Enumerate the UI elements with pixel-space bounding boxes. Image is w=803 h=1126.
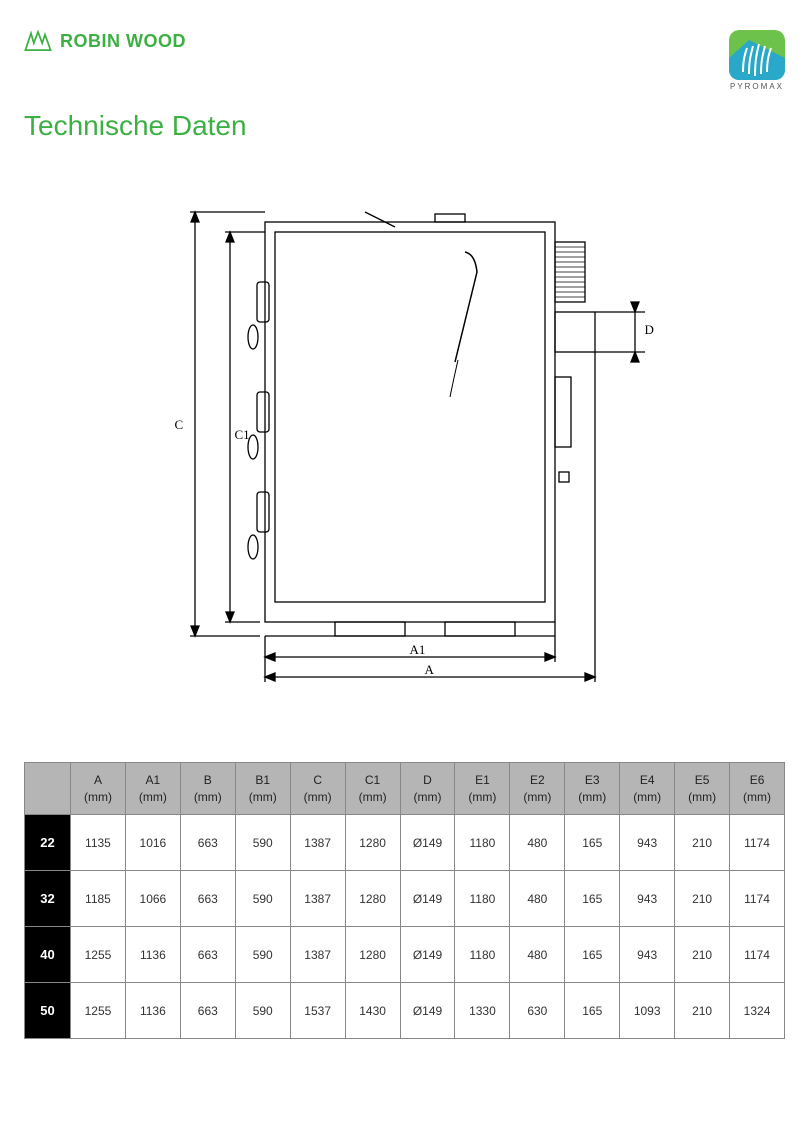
table-cell: 165	[565, 983, 620, 1039]
table-cell: 210	[675, 815, 730, 871]
table-column-header: E2(mm)	[510, 763, 565, 815]
table-cell: 1093	[620, 983, 675, 1039]
table-cell: 590	[235, 871, 290, 927]
table-cell: Ø149	[400, 815, 455, 871]
dim-label-c: C	[175, 417, 184, 433]
table-row: 221135101666359013871280Ø149118048016594…	[25, 815, 785, 871]
table-cell: 210	[675, 983, 730, 1039]
table-cell: 590	[235, 983, 290, 1039]
table-column-header: A1(mm)	[125, 763, 180, 815]
table-cell: 480	[510, 815, 565, 871]
table-cell: 1387	[290, 871, 345, 927]
table-cell: Ø149	[400, 927, 455, 983]
table-cell: 1066	[125, 871, 180, 927]
table-column-header: B1(mm)	[235, 763, 290, 815]
brand-left-text: ROBIN WOOD	[60, 31, 186, 52]
table-cell: 480	[510, 927, 565, 983]
table-cell: 1255	[71, 927, 126, 983]
table-column-header: D(mm)	[400, 763, 455, 815]
table-column-header: E5(mm)	[675, 763, 730, 815]
table-column-header: A(mm)	[71, 763, 126, 815]
table-cell: 1387	[290, 815, 345, 871]
table-cell: 165	[565, 927, 620, 983]
table-cell: 480	[510, 871, 565, 927]
table-cell: 1280	[345, 815, 400, 871]
table-cell: 210	[675, 871, 730, 927]
table-cell: 1387	[290, 927, 345, 983]
table-body: 221135101666359013871280Ø149118048016594…	[25, 815, 785, 1039]
table-cell: 1280	[345, 927, 400, 983]
table-cell: 1174	[730, 815, 785, 871]
table-row-head: 22	[25, 815, 71, 871]
brand-right-text: PYROMAX	[730, 82, 784, 91]
table-cell: 1180	[455, 927, 510, 983]
table-cell: 1180	[455, 871, 510, 927]
table-cell: 1324	[730, 983, 785, 1039]
table-cell: 590	[235, 815, 290, 871]
table-cell: 943	[620, 927, 675, 983]
table-column-header: C1(mm)	[345, 763, 400, 815]
table-column-header: E6(mm)	[730, 763, 785, 815]
page-title: Technische Daten	[24, 110, 785, 142]
table-cell: 1174	[730, 871, 785, 927]
table-cell: 943	[620, 815, 675, 871]
table-column-header: B(mm)	[180, 763, 235, 815]
table-cell: 1135	[71, 815, 126, 871]
table-corner	[25, 763, 71, 815]
table-cell: 663	[180, 983, 235, 1039]
table-cell: 165	[565, 871, 620, 927]
table-column-header: E3(mm)	[565, 763, 620, 815]
table-row: 401255113666359013871280Ø149118048016594…	[25, 927, 785, 983]
table-cell: 1185	[71, 871, 126, 927]
table-column-header: E4(mm)	[620, 763, 675, 815]
table-cell: 590	[235, 927, 290, 983]
pyromax-icon	[729, 30, 785, 80]
table-cell: 663	[180, 815, 235, 871]
robinwood-icon	[24, 30, 52, 52]
dim-label-a1: A1	[410, 642, 426, 658]
brand-logo-right: PYROMAX	[729, 30, 785, 91]
table-cell: 1280	[345, 871, 400, 927]
table-cell: 1330	[455, 983, 510, 1039]
table-cell: 1136	[125, 927, 180, 983]
table-row-head: 32	[25, 871, 71, 927]
table-cell: 663	[180, 871, 235, 927]
table-cell: 630	[510, 983, 565, 1039]
table-cell: 1537	[290, 983, 345, 1039]
dim-label-c1: C1	[235, 427, 250, 443]
table-cell: Ø149	[400, 871, 455, 927]
table-row-head: 50	[25, 983, 71, 1039]
table-cell: 1430	[345, 983, 400, 1039]
table-cell: Ø149	[400, 983, 455, 1039]
table-cell: 943	[620, 871, 675, 927]
table-row-head: 40	[25, 927, 71, 983]
brand-logo-left: ROBIN WOOD	[24, 30, 186, 52]
table-cell: 1180	[455, 815, 510, 871]
table-cell: 663	[180, 927, 235, 983]
table-cell: 1016	[125, 815, 180, 871]
table-column-header: E1(mm)	[455, 763, 510, 815]
table-cell: 1255	[71, 983, 126, 1039]
spec-table: A(mm)A1(mm)B(mm)B1(mm)C(mm)C1(mm)D(mm)E1…	[24, 762, 785, 1039]
table-cell: 165	[565, 815, 620, 871]
dim-label-d: D	[645, 322, 654, 338]
table-head: A(mm)A1(mm)B(mm)B1(mm)C(mm)C1(mm)D(mm)E1…	[25, 763, 785, 815]
dim-label-a: A	[425, 662, 434, 678]
table-cell: 210	[675, 927, 730, 983]
technical-diagram: C C1 A1 A D	[135, 182, 675, 682]
table-row: 501255113666359015371430Ø149133063016510…	[25, 983, 785, 1039]
page-header: ROBIN WOOD PYROMAX	[24, 30, 785, 100]
table-row: 321185106666359013871280Ø149118048016594…	[25, 871, 785, 927]
boiler-drawing-icon	[135, 182, 675, 682]
table-cell: 1174	[730, 927, 785, 983]
table-cell: 1136	[125, 983, 180, 1039]
table-column-header: C(mm)	[290, 763, 345, 815]
